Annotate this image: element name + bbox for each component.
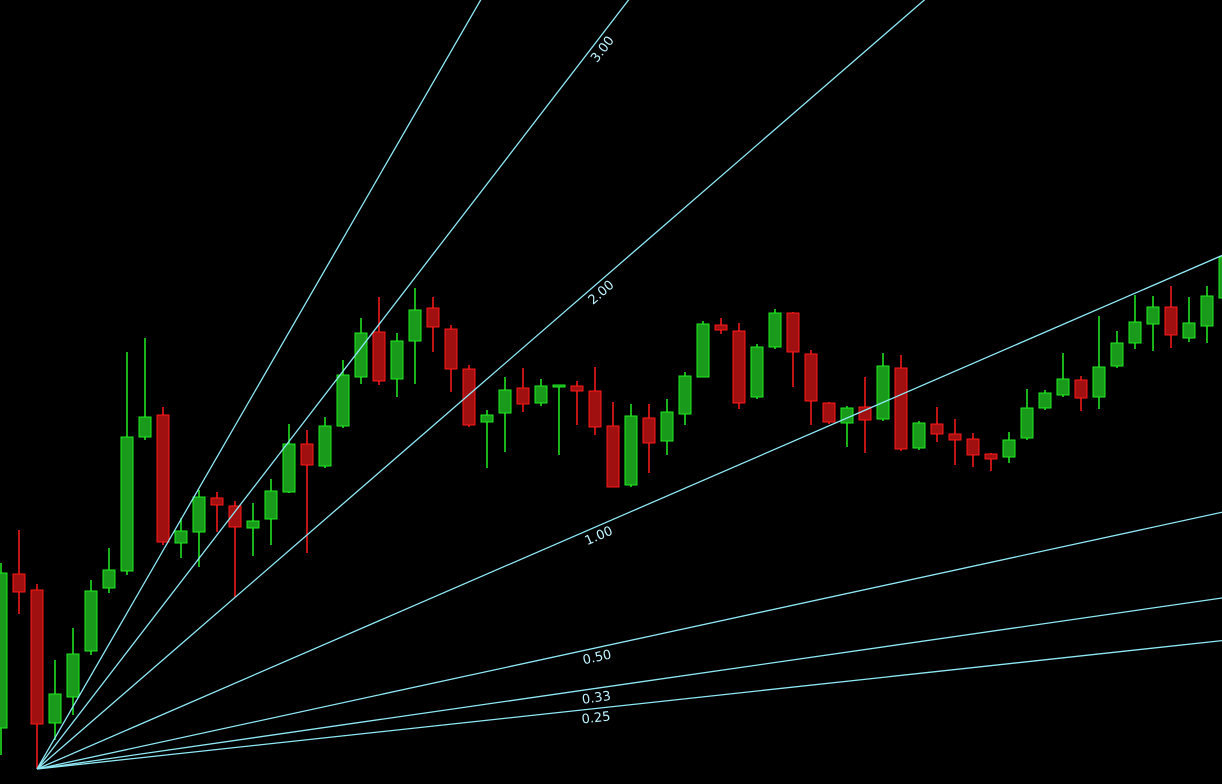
candle-body — [426, 307, 440, 328]
candle-body — [102, 569, 116, 589]
candle-body — [714, 324, 728, 331]
fan-line — [36, 597, 1222, 770]
candle-body — [390, 340, 404, 380]
candle-body — [48, 693, 62, 724]
candle-body — [516, 387, 530, 405]
fan-line — [36, 0, 926, 770]
fan-label: 1.00 — [583, 524, 616, 549]
fan-label-group: 0.25 — [581, 709, 611, 727]
fan-label: 2.00 — [586, 278, 618, 308]
candle-body — [84, 590, 98, 652]
fan-line — [36, 0, 482, 770]
fan-line — [36, 511, 1222, 770]
candle-body — [354, 332, 368, 378]
candle-body — [282, 443, 296, 493]
fan-line — [36, 639, 1222, 770]
candle-body — [750, 346, 764, 398]
candle-body — [1128, 321, 1142, 344]
candle-body — [1092, 366, 1106, 398]
fan-label: 3.00 — [588, 34, 618, 66]
candle-body — [894, 367, 908, 450]
candle-body — [696, 323, 710, 378]
candle-body — [822, 402, 836, 423]
candle-body — [66, 653, 80, 698]
candle-body — [138, 416, 152, 438]
candle-body — [444, 328, 458, 370]
candle-body — [552, 384, 566, 388]
fan-line — [36, 254, 1222, 770]
candle-body — [174, 530, 188, 544]
fan-label-group: 1.00 — [583, 524, 616, 549]
candle-body — [1146, 306, 1160, 325]
fan-label-group: 2.00 — [586, 278, 618, 308]
candle-body — [660, 411, 674, 442]
fan-label: 0.33 — [581, 689, 612, 708]
candle-body — [1038, 392, 1052, 409]
candle-body — [1056, 378, 1070, 396]
fan-label: 0.50 — [581, 647, 612, 668]
candle-body — [984, 453, 998, 460]
candle-body — [408, 309, 422, 342]
fan-line — [36, 0, 630, 770]
candle-body — [588, 390, 602, 428]
candle-body — [732, 330, 746, 404]
candle-body — [606, 425, 620, 488]
candle-body — [786, 312, 800, 353]
candle-body — [1218, 256, 1222, 299]
fan-label-group: 3.00 — [588, 34, 618, 66]
candle-body — [246, 520, 260, 529]
candle-body — [624, 415, 638, 486]
candle-body — [948, 433, 962, 441]
candle-body — [30, 589, 44, 725]
candle-body — [912, 422, 926, 449]
candle-body — [0, 572, 8, 729]
candle-body — [768, 312, 782, 348]
candle-body — [336, 374, 350, 427]
fan-label-group: 0.50 — [581, 647, 612, 668]
candle-body — [156, 414, 170, 543]
candle-body — [1020, 407, 1034, 439]
candle-body — [372, 331, 386, 382]
candle-body — [1200, 295, 1214, 327]
candle-body — [12, 573, 26, 593]
candle-body — [570, 385, 584, 392]
candle-body — [192, 496, 206, 533]
candle-body — [678, 375, 692, 415]
candle-body — [498, 389, 512, 414]
candle-body — [1074, 379, 1088, 399]
fan-label-group: 0.33 — [581, 689, 612, 708]
candle-body — [228, 505, 242, 528]
fan-label: 0.25 — [581, 709, 611, 727]
candle-body — [876, 365, 890, 420]
candle-body — [930, 423, 944, 435]
candle-body — [462, 368, 476, 426]
candle-body — [210, 497, 224, 506]
candle-body — [300, 443, 314, 466]
candle-body — [264, 490, 278, 520]
candle-body — [318, 425, 332, 467]
candle-body — [480, 414, 494, 423]
candle-body — [1164, 306, 1178, 336]
candle-body — [534, 385, 548, 404]
candle-body — [120, 436, 134, 572]
candle-body — [1110, 342, 1124, 367]
candle-body — [966, 438, 980, 456]
candle-body — [1002, 439, 1016, 458]
candle-body — [1182, 322, 1196, 339]
candle-body — [804, 353, 818, 402]
candle-body — [642, 417, 656, 444]
